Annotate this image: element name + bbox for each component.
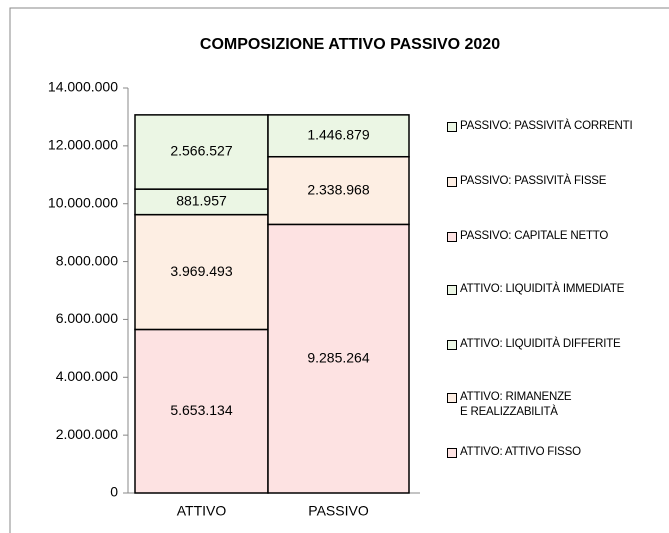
bar-segment (267, 155, 410, 226)
legend-swatch (447, 285, 457, 295)
value-label: 9.285.264 (307, 349, 369, 365)
legend-label: ATTIVO: LIQUIDITÀ IMMEDIATE (460, 283, 625, 295)
legend-label: ATTIVO: RIMANENZE E REALIZZABILITÀ (460, 391, 572, 418)
value-label: 1.446.879 (307, 127, 369, 143)
bar-segment (267, 223, 410, 494)
x-tick-label: PASSIVO (308, 503, 369, 519)
y-tick-label: 2.000.000 (56, 426, 118, 442)
legend-label: ATTIVO: ATTIVO FISSO (460, 446, 581, 458)
legend-item: PASSIVO: PASSIVITÀ CORRENTI (447, 119, 667, 134)
legend-swatch (447, 393, 457, 403)
legend-item: ATTIVO: LIQUIDITÀ DIFFERITE (447, 337, 667, 352)
legend-item: PASSIVO: CAPITALE NETTO (447, 229, 667, 244)
y-tick-label: 10.000.000 (48, 194, 118, 210)
y-tick-label: 6.000.000 (56, 310, 118, 326)
legend-label: PASSIVO: PASSIVITÀ FISSE (460, 175, 607, 187)
bar-segment (134, 213, 269, 331)
chart-title: COMPOSIZIONE ATTIVO PASSIVO 2020 (200, 36, 500, 53)
legend-item: ATTIVO: ATTIVO FISSO (447, 445, 667, 460)
legend-item: ATTIVO: LIQUIDITÀ IMMEDIATE (447, 282, 667, 297)
bar-segment (134, 328, 269, 494)
value-label: 3.969.493 (170, 263, 232, 279)
legend-swatch (447, 340, 457, 350)
legend-swatch (447, 232, 457, 242)
y-tick-label: 12.000.000 (48, 137, 118, 153)
legend-label: PASSIVO: PASSIVITÀ CORRENTI (460, 120, 633, 132)
value-label: 881.957 (176, 193, 227, 209)
y-tick-label: 0 (110, 484, 118, 500)
y-tick-label: 8.000.000 (56, 252, 118, 268)
legend-swatch (447, 177, 457, 187)
y-tick-label: 14.000.000 (48, 79, 118, 95)
x-tick-label: ATTIVO (177, 503, 227, 519)
bar-segment (267, 114, 410, 158)
legend-swatch (447, 122, 457, 132)
value-label: 5.653.134 (170, 402, 232, 418)
legend-item: ATTIVO: RIMANENZE E REALIZZABILITÀ (447, 390, 667, 420)
chart-frame (9, 7, 669, 533)
legend-label: ATTIVO: LIQUIDITÀ DIFFERITE (460, 338, 621, 350)
y-tick-label: 4.000.000 (56, 368, 118, 384)
value-label: 2.338.968 (307, 181, 369, 197)
legend-swatch (447, 448, 457, 458)
legend-label: PASSIVO: CAPITALE NETTO (460, 230, 609, 242)
legend-item: PASSIVO: PASSIVITÀ FISSE (447, 174, 667, 189)
value-label: 2.566.527 (170, 143, 232, 159)
bar-segment (134, 188, 269, 216)
